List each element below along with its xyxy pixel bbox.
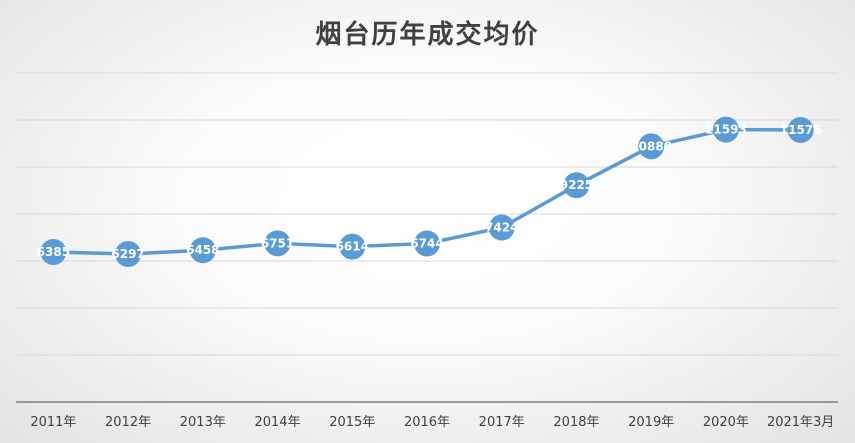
x-tick-label: 2016年 — [404, 415, 450, 430]
data-point — [40, 238, 67, 265]
data-point — [414, 230, 440, 257]
x-tick-label: 2015年 — [329, 415, 375, 430]
data-point — [712, 116, 739, 143]
data-label: 6744 — [410, 237, 443, 251]
data-label: 6751 — [261, 236, 294, 250]
data-label: 11576 — [780, 123, 822, 137]
data-point — [339, 233, 366, 260]
x-tick-label: 2020年 — [703, 415, 749, 430]
data-point — [563, 172, 590, 199]
x-tick-label: 2021年3月 — [767, 415, 834, 430]
data-point — [264, 230, 291, 257]
data-label: 6458 — [186, 243, 219, 257]
data-label: 9225 — [560, 178, 593, 192]
x-tick-label: 2013年 — [180, 415, 226, 430]
data-label: 7424 — [485, 221, 518, 235]
data-label: 11593 — [705, 123, 747, 137]
x-tick-label: 2019年 — [628, 415, 674, 430]
data-point — [115, 241, 142, 268]
x-tick-label: 2011年 — [30, 415, 76, 430]
chart-title: 烟台历年成交均价 — [315, 20, 540, 50]
data-label: 10880 — [630, 139, 672, 153]
data-point — [638, 133, 665, 160]
data-point — [189, 237, 216, 264]
x-tick-label: 2017年 — [479, 415, 525, 430]
data-label: 6614 — [336, 240, 369, 254]
x-tick-label: 2018年 — [553, 415, 599, 430]
data-point — [488, 214, 515, 241]
data-point — [787, 116, 814, 143]
data-label: 6297 — [111, 247, 144, 261]
x-tick-label: 2014年 — [254, 415, 300, 430]
data-label: 6385 — [37, 245, 70, 259]
x-tick-label: 2012年 — [105, 415, 151, 430]
